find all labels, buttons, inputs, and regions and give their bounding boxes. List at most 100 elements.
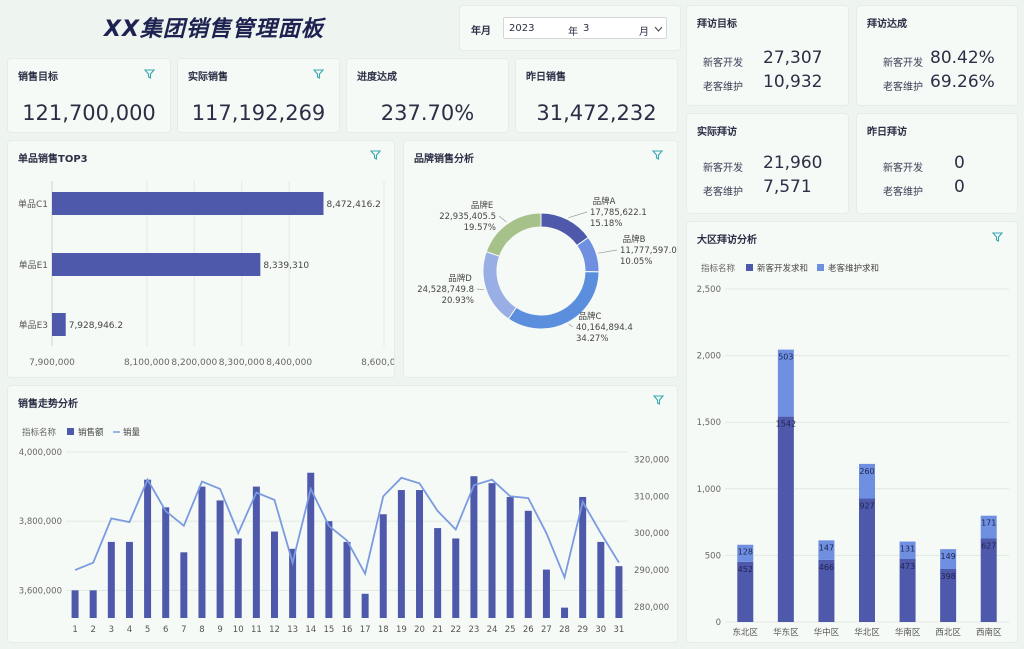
leader-line bbox=[476, 288, 485, 291]
x-tick-label: 1 bbox=[72, 625, 77, 635]
bar bbox=[542, 569, 550, 618]
y-tick-label: 0 bbox=[716, 618, 721, 628]
legend-label: 老客维护求和 bbox=[828, 263, 879, 274]
x-tick-label: 29 bbox=[577, 625, 588, 635]
data-label: 503 bbox=[778, 353, 793, 362]
slice-name: 品牌C bbox=[579, 311, 602, 322]
x-tick-label: 15 bbox=[323, 625, 334, 635]
filter-icon[interactable] bbox=[653, 395, 664, 405]
stat-value: 10,932 bbox=[763, 72, 823, 92]
bar-segment bbox=[737, 561, 754, 622]
data-label: 473 bbox=[900, 562, 915, 571]
bar bbox=[234, 538, 242, 618]
leader-line bbox=[598, 249, 618, 254]
x-tick-label: 26 bbox=[523, 625, 534, 635]
stat-value: 27,307 bbox=[763, 48, 823, 68]
x-tick-label: 华东区 bbox=[773, 627, 799, 638]
bar-segment bbox=[818, 540, 835, 560]
kpi-label: 销售目标 bbox=[18, 72, 58, 83]
stat-value: 7,571 bbox=[763, 177, 812, 197]
bar bbox=[361, 593, 369, 618]
visit-card-title: 拜访达成 bbox=[867, 19, 907, 30]
data-label: 398 bbox=[941, 572, 956, 581]
chart-title: 大区拜访分析 bbox=[697, 235, 757, 246]
x-tick-label: 14 bbox=[305, 625, 316, 635]
x-tick-label: 8,300,000 bbox=[219, 358, 265, 368]
y-tick-label: 1,000 bbox=[697, 485, 721, 495]
x-tick-label: 7,900,000 bbox=[29, 358, 75, 368]
x-tick-label: 18 bbox=[378, 625, 389, 635]
slice-pct: 34.27% bbox=[576, 334, 608, 344]
x-tick-label: 27 bbox=[541, 625, 552, 635]
bar bbox=[488, 483, 496, 618]
slice-value: 17,785,622.1 bbox=[590, 208, 647, 218]
legend-swatch bbox=[746, 264, 753, 271]
slice-value: 24,528,749.8 bbox=[417, 285, 474, 295]
top3-bar-chart: 7,900,000 8,100,000 8,200,000 8,300,000 8,40… bbox=[18, 181, 394, 368]
y-right-tick-label: 320,000 bbox=[634, 455, 669, 465]
visit-card-target: 拜访目标 新客开发 27,307 老客维护 10,932 bbox=[687, 6, 848, 105]
filter-icon[interactable] bbox=[313, 69, 324, 79]
x-tick-label: 华中区 bbox=[814, 627, 840, 638]
bar bbox=[89, 590, 97, 618]
filter-icon[interactable] bbox=[144, 69, 155, 79]
bar-segment bbox=[980, 538, 997, 622]
visit-card-achieved: 拜访达成 新客开发 80.42% 老客维护 69.26% bbox=[857, 6, 1017, 105]
page-title: XX集团销售管理面板 bbox=[104, 17, 324, 42]
stat-label: 新客开发 bbox=[703, 58, 743, 69]
bar bbox=[52, 253, 261, 276]
y-right-tick-label: 290,000 bbox=[634, 566, 669, 576]
x-tick-label: 25 bbox=[505, 625, 516, 635]
x-tick-label: 30 bbox=[595, 625, 606, 635]
slice-pct: 19.57% bbox=[464, 223, 496, 233]
visit-card-title: 实际拜访 bbox=[697, 127, 737, 138]
bar bbox=[397, 490, 405, 618]
legend-swatch bbox=[817, 264, 824, 271]
filter-icon[interactable] bbox=[370, 150, 381, 160]
bar bbox=[579, 496, 587, 618]
chart-title: 销售走势分析 bbox=[18, 399, 78, 410]
stat-value: 69.26% bbox=[930, 72, 995, 92]
brand-chart-card: 品牌销售分析 品牌A 17,785,622.1 15.18% 品牌B 11,777,59… bbox=[404, 141, 677, 377]
bar bbox=[597, 541, 605, 618]
month-value: 3 bbox=[583, 23, 590, 34]
visit-card-title: 拜访目标 bbox=[697, 19, 737, 30]
trend-combo-chart: 指标名称 销售额 销量 3,600,000 3,800,000 4,000,000 280,… bbox=[19, 427, 669, 635]
bar bbox=[615, 566, 623, 618]
x-tick-label: 东北区 bbox=[733, 627, 759, 638]
x-tick-label: 10 bbox=[233, 625, 244, 635]
bar-segment bbox=[859, 498, 875, 622]
bar bbox=[107, 541, 115, 618]
y-tick-label: 单品E1 bbox=[19, 259, 48, 271]
x-tick-label: 19 bbox=[396, 625, 407, 635]
bar bbox=[343, 541, 351, 618]
stat-label: 老客维护 bbox=[703, 82, 743, 93]
data-label: 8,472,416.2 bbox=[326, 200, 380, 210]
x-tick-label: 华南区 bbox=[895, 627, 921, 638]
year-month-select[interactable]: 2023 年 3 月 bbox=[503, 17, 667, 39]
bar bbox=[325, 521, 333, 618]
filter-icon[interactable] bbox=[652, 150, 663, 160]
slice-name: 品牌B bbox=[623, 234, 646, 245]
x-tick-label: 8,400,000 bbox=[266, 358, 312, 368]
y-right-tick-label: 280,000 bbox=[634, 603, 669, 613]
region-stacked-bar-chart: 指标名称 新客开发求和 老客维护求和 0 500 1,000 1,500 2,000 2,500… bbox=[697, 263, 1009, 638]
chart-title: 单品销售TOP3 bbox=[18, 154, 88, 165]
data-label: 260 bbox=[859, 467, 874, 476]
bar bbox=[52, 192, 324, 215]
slice-value: 11,777,597.0 bbox=[620, 246, 677, 256]
x-tick-label: 17 bbox=[360, 625, 371, 635]
bar bbox=[307, 472, 315, 618]
top3-chart-card: 单品销售TOP3 7,900,000 8,100,000 8,200,000 8,30… bbox=[8, 141, 394, 377]
bar-segment bbox=[940, 549, 957, 569]
leader-line bbox=[498, 215, 507, 223]
bar bbox=[216, 500, 224, 618]
bar bbox=[144, 479, 152, 618]
x-tick-label: 5 bbox=[145, 625, 150, 635]
filter-icon[interactable] bbox=[992, 232, 1003, 242]
stat-label: 新客开发 bbox=[883, 163, 923, 174]
x-tick-label: 11 bbox=[251, 625, 262, 635]
bar bbox=[289, 548, 297, 618]
donut-slice bbox=[540, 212, 589, 247]
bar bbox=[270, 531, 278, 618]
